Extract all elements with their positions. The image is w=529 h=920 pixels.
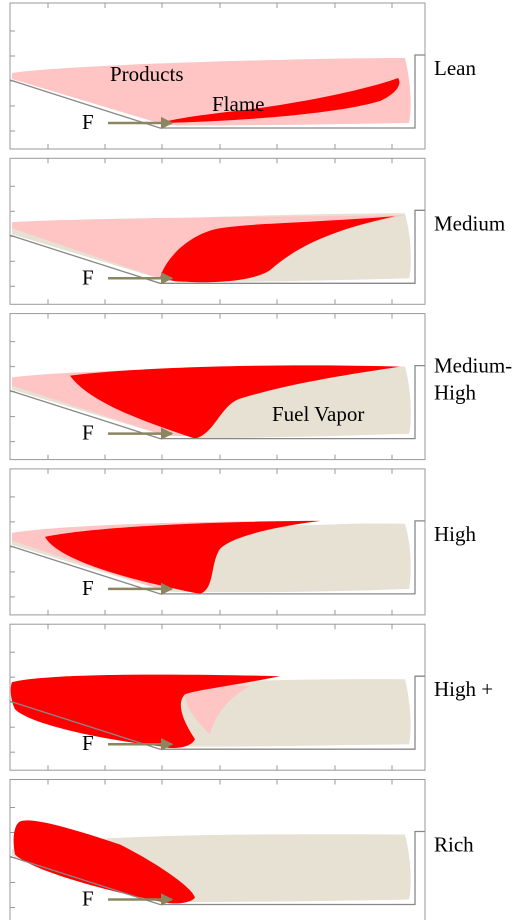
inlet-label: F [82,731,94,755]
panel-frame [9,623,426,771]
panel: F Medium- High [9,313,512,461]
condition-label: High + [434,677,493,701]
condition-label: Lean [434,56,476,80]
condition-label: High [434,522,477,546]
fuel-vapor-region [165,523,411,593]
panel-frame [9,779,426,920]
panels: F Lean F Medium F Medium- High F High F High + F Ric… [9,2,512,920]
inlet-label: F [82,421,94,445]
panel-frame [9,468,426,616]
flame-region [160,216,395,283]
panel: F High [9,468,477,616]
chamber-outline [9,675,425,750]
panel-frame [9,2,426,150]
flame-region [10,674,281,748]
panel: F Rich [9,779,474,920]
panel-frame [9,157,426,305]
products-label: Products [110,62,184,86]
fuel-vapor-label: Fuel Vapor [272,402,364,426]
inlet-label: F [82,265,94,289]
panel: F High + [9,623,493,771]
chamber-outline [9,830,425,906]
panel: F Medium [9,157,505,305]
flame-region [70,365,400,439]
inlet-label: F [82,576,94,600]
chamber-outline [9,209,425,284]
chamber-outline [9,54,425,129]
chamber-outline [9,364,425,440]
flame-region [45,520,320,594]
condition-label: Medium- [434,354,512,378]
products-region [185,685,250,735]
flame-region [160,78,400,123]
inlet-label: F [82,887,94,911]
condition-label: Rich [434,833,474,857]
panel-frame [9,313,426,461]
inlet-label: F [82,110,94,134]
flame-region [13,820,196,904]
panel: F Lean [9,2,476,150]
chamber-outline [9,520,425,595]
condition-label: Medium [434,211,505,235]
condition-label: High [434,381,477,405]
flame-label: Flame [212,92,265,116]
fuel-vapor-region [190,366,411,439]
